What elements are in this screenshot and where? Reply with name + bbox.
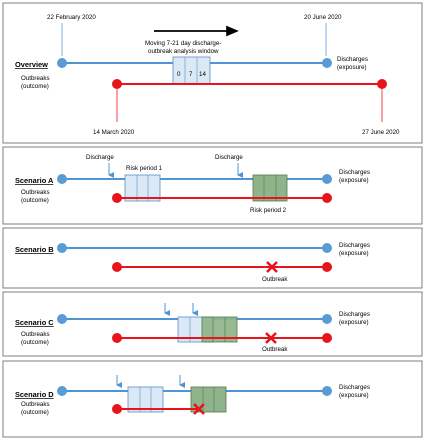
window-tick-0: 0 — [177, 71, 181, 78]
date-start-outbreak: 14 March 2020 — [93, 129, 135, 136]
panel-scenario-b: Scenario B Discharges (exposure) Outbrea… — [2, 227, 423, 289]
timeline-end-node — [322, 243, 332, 253]
panel-title: Scenario B — [15, 245, 54, 254]
panel-overview: Overview 22 February 2020 20 June 2020 M… — [2, 2, 423, 144]
outbreak-label: Outbreak — [262, 276, 288, 283]
timeline-start-node — [57, 314, 67, 324]
timeline-end-node — [322, 262, 332, 272]
outcome-label: (outcome) — [21, 409, 49, 416]
discharge-label-2: Discharge — [215, 154, 243, 161]
exposure-label: (exposure) — [339, 319, 369, 326]
date-end-outbreak: 27 June 2020 — [362, 129, 400, 136]
panel-title: Scenario C — [15, 318, 54, 327]
outbreak-label: Outbreak — [262, 346, 288, 353]
discharges-label: Discharges — [339, 384, 370, 391]
timeline-start-node — [112, 79, 122, 89]
timeline-start-node — [57, 58, 67, 68]
timeline-end-node — [322, 58, 332, 68]
timeline-start-node — [57, 386, 67, 396]
timeline-end-node — [322, 314, 332, 324]
timeline-start-node — [112, 333, 122, 343]
outbreak-cross-icon — [266, 261, 278, 273]
timeline-end-node — [322, 193, 332, 203]
window-tick-14: 14 — [199, 71, 206, 78]
panel-scenario-d: Scenario D Discharges (exposure) Outbrea… — [2, 360, 423, 438]
timeline-start-node — [112, 404, 122, 414]
timeline-start-node — [57, 174, 67, 184]
date-end-discharge: 20 June 2020 — [304, 14, 342, 21]
risk-period-2-window — [252, 174, 288, 202]
panel-title: Scenario D — [15, 390, 54, 399]
panel-border — [2, 146, 423, 225]
outcome-label: (outcome) — [21, 197, 49, 204]
panel-title: Scenario A — [15, 176, 54, 185]
timeline-end-node — [322, 333, 332, 343]
discharges-label: Discharges — [337, 56, 368, 63]
outbreaks-label: Outbreaks — [21, 331, 50, 338]
panel-scenario-a: Scenario A Discharge Discharge Risk peri… — [2, 146, 423, 225]
date-start-discharge: 22 February 2020 — [47, 14, 96, 21]
outbreak-cross-icon — [193, 403, 205, 415]
panel-border — [2, 227, 423, 289]
risk-period-1-label: Risk period 1 — [126, 165, 163, 172]
discharges-label: Discharges — [339, 242, 370, 249]
discharge-label-1: Discharge — [86, 154, 114, 161]
exposure-label: (exposure) — [339, 250, 369, 257]
timeline-start-node — [112, 193, 122, 203]
risk-window-blue — [127, 386, 164, 413]
timeline-end-node — [377, 79, 387, 89]
risk-period-1-window — [124, 174, 161, 202]
risk-period-2-label: Risk period 2 — [250, 207, 287, 214]
timeline-start-node — [112, 262, 122, 272]
timeline-end-node — [322, 386, 332, 396]
analysis-window — [172, 56, 211, 85]
outbreaks-label: Outbreaks — [21, 75, 50, 82]
panel-scenario-c: Scenario C Discharges (exposure) Outbrea… — [2, 291, 423, 357]
window-caption-line1: Moving 7-21 day discharge- — [145, 40, 221, 47]
outbreak-cross-icon — [265, 332, 277, 344]
exposure-label: (exposure) — [339, 177, 369, 184]
discharges-label: Discharges — [339, 169, 370, 176]
outbreaks-label: Outbreaks — [21, 189, 50, 196]
exposure-label: (exposure) — [339, 392, 369, 399]
window-caption-line2: outbreak analysis window — [148, 48, 219, 55]
timeline-start-node — [57, 243, 67, 253]
discharges-label: Discharges — [339, 311, 370, 318]
outcome-label: (outcome) — [21, 339, 49, 346]
panel-border — [2, 2, 423, 144]
timeline-end-node — [322, 174, 332, 184]
outbreaks-label: Outbreaks — [21, 401, 50, 408]
outcome-label: (outcome) — [21, 83, 49, 90]
exposure-label: (exposure) — [337, 64, 367, 71]
panel-title: Overview — [15, 60, 48, 69]
window-tick-7: 7 — [189, 71, 193, 78]
